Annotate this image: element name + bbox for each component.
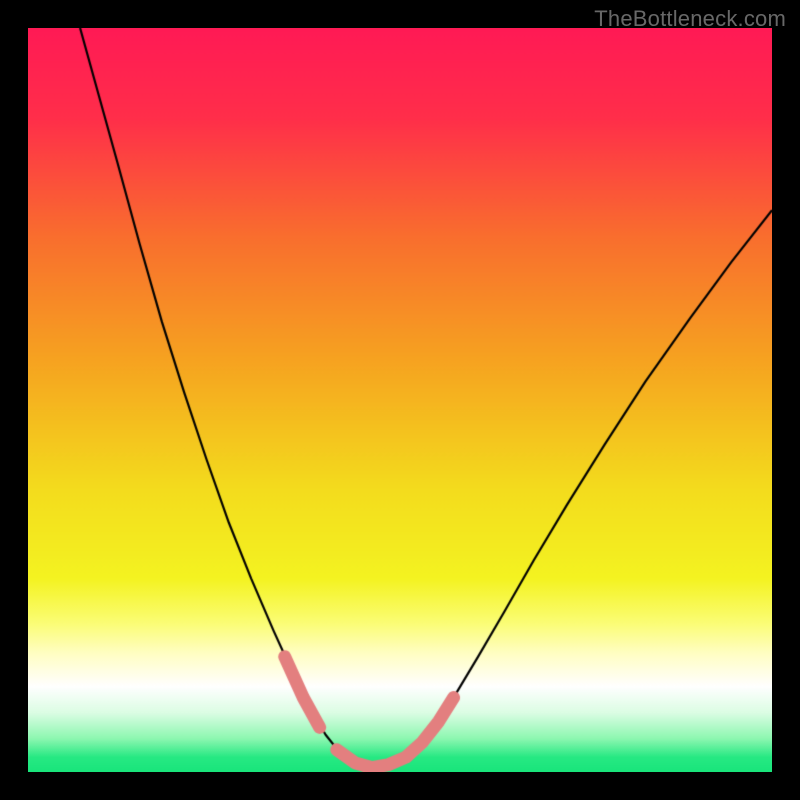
chart-frame: TheBottleneck.com bbox=[0, 0, 800, 800]
plot-area bbox=[28, 28, 772, 772]
bottleneck-curve bbox=[28, 28, 772, 772]
watermark-text: TheBottleneck.com bbox=[594, 6, 786, 32]
